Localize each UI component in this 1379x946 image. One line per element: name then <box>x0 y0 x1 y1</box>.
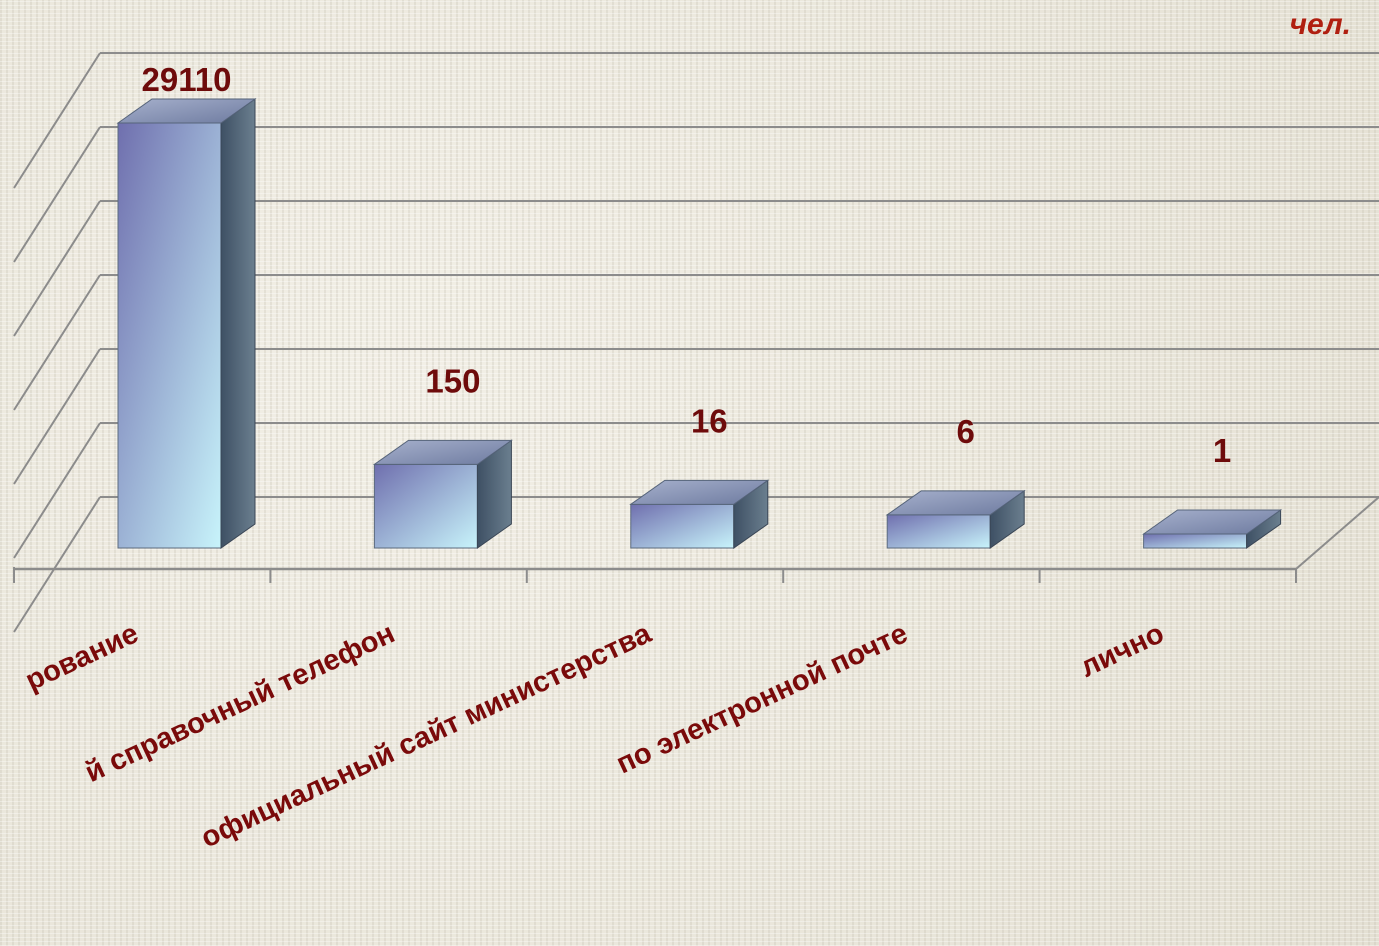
floor-edge <box>1295 496 1379 570</box>
data-label: 1 <box>1213 432 1231 469</box>
bar-top <box>372 439 513 465</box>
data-label: 16 <box>691 402 728 439</box>
bar <box>372 439 513 549</box>
category-label: рование <box>21 617 144 697</box>
data-label: 150 <box>425 362 480 399</box>
bar-front <box>117 122 222 549</box>
bar-front <box>373 463 478 549</box>
wall-gridline <box>13 348 101 485</box>
wall-gridline <box>13 422 101 559</box>
bar <box>885 489 1026 549</box>
bar-front <box>630 503 735 549</box>
bar <box>116 98 257 549</box>
bar-side <box>220 98 256 549</box>
wall-gridline <box>13 496 101 633</box>
wall-gridline <box>13 274 101 411</box>
data-label: 29110 <box>142 61 232 98</box>
category-label: лично <box>1075 617 1169 683</box>
bar-top <box>885 490 1026 516</box>
bar-top <box>629 479 770 505</box>
wall-gridline <box>13 52 101 189</box>
bar <box>1142 509 1283 549</box>
bars <box>116 98 1283 549</box>
category-label: официальный сайт министерства <box>196 617 657 855</box>
bar-top <box>116 98 257 124</box>
bar <box>629 479 770 549</box>
data-labels: 29110 150 16 6 1 <box>142 61 1232 469</box>
wall-gridline <box>13 126 101 263</box>
bar-front <box>886 514 991 549</box>
bar-top <box>1142 509 1283 535</box>
category-label: по электронной почте <box>612 617 913 780</box>
bar-front <box>1143 533 1248 549</box>
unit-label: чел. <box>1289 8 1351 41</box>
gridlines <box>13 52 1379 633</box>
wall-gridline <box>13 200 101 337</box>
data-label: 6 <box>957 413 975 450</box>
